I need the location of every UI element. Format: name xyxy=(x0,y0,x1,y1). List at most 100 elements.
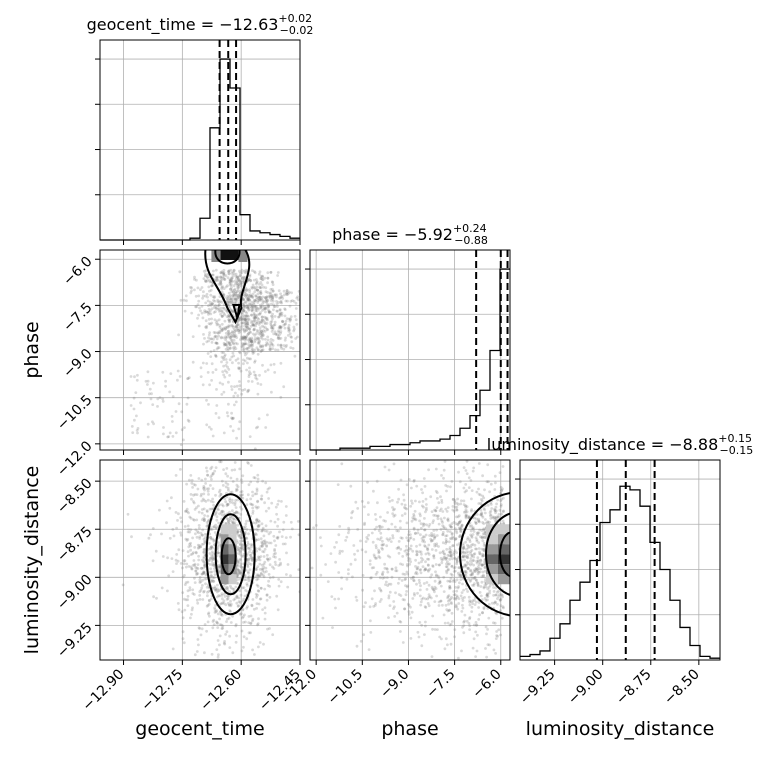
sample-point xyxy=(319,573,323,577)
sample-point xyxy=(499,597,503,601)
sample-point xyxy=(180,428,184,432)
sample-point xyxy=(186,550,190,554)
sample-point xyxy=(458,480,462,484)
sample-point xyxy=(218,566,222,569)
sample-point xyxy=(221,601,225,605)
sample-point xyxy=(231,480,235,483)
sample-point xyxy=(407,604,411,607)
sample-point xyxy=(261,544,264,548)
sample-point xyxy=(236,296,240,299)
sample-point xyxy=(224,274,228,278)
sample-point xyxy=(230,339,234,342)
sample-point xyxy=(385,544,389,548)
sample-point xyxy=(206,474,210,477)
sample-point xyxy=(458,520,462,524)
sample-point xyxy=(429,495,433,499)
sample-point xyxy=(481,611,484,615)
sample-point xyxy=(242,615,245,619)
sample-point xyxy=(243,359,247,363)
sample-point xyxy=(469,529,473,533)
sample-point xyxy=(203,294,207,298)
sample-point xyxy=(236,567,239,571)
sample-point xyxy=(252,305,256,309)
sample-point xyxy=(414,499,417,503)
sample-point xyxy=(239,547,243,550)
sample-point xyxy=(176,559,180,563)
sample-point xyxy=(421,535,425,539)
sample-point xyxy=(444,507,448,511)
sample-point xyxy=(272,552,276,556)
sample-point xyxy=(210,559,214,563)
sample-point xyxy=(260,318,264,322)
sample-point xyxy=(246,605,249,608)
sample-point xyxy=(246,564,250,567)
sample-point xyxy=(274,332,278,336)
sample-point xyxy=(258,290,262,294)
sample-point xyxy=(208,507,212,511)
sample-point xyxy=(246,322,250,326)
sample-point xyxy=(383,566,387,570)
x-axis-label-phase: phase xyxy=(381,718,438,740)
sample-point xyxy=(184,537,188,541)
sample-point xyxy=(484,598,488,602)
sample-point xyxy=(415,553,419,556)
sample-point xyxy=(419,522,423,526)
sample-point xyxy=(458,527,462,531)
sample-point xyxy=(224,472,228,476)
sample-point xyxy=(194,483,197,487)
sample-point xyxy=(264,290,268,294)
sample-point xyxy=(347,568,350,571)
sample-point xyxy=(219,283,223,286)
sample-point xyxy=(246,540,250,544)
sample-point xyxy=(415,484,419,488)
sample-point xyxy=(474,522,478,525)
sample-point xyxy=(427,596,431,599)
sample-point xyxy=(189,565,193,569)
sample-point xyxy=(494,481,497,485)
sample-point xyxy=(228,297,232,300)
sample-point xyxy=(235,325,238,329)
sample-point xyxy=(230,340,234,344)
sample-point xyxy=(208,303,212,306)
sample-point xyxy=(210,317,214,321)
sample-point xyxy=(427,569,430,573)
sample-point xyxy=(226,586,230,590)
sample-point xyxy=(160,586,164,590)
sample-point xyxy=(411,549,415,553)
sample-point xyxy=(456,522,460,526)
sample-point xyxy=(414,558,417,562)
sample-point xyxy=(207,285,211,289)
sample-point xyxy=(257,645,260,649)
y-tick-label: −10.5 xyxy=(54,392,96,434)
sample-point xyxy=(400,454,403,457)
sample-point xyxy=(267,506,271,510)
sample-point xyxy=(245,335,249,338)
sample-point xyxy=(198,537,202,540)
sample-point xyxy=(437,501,441,505)
sample-point xyxy=(423,544,426,548)
sample-point xyxy=(225,411,229,415)
sample-point xyxy=(456,571,460,575)
sample-point xyxy=(478,528,482,532)
sample-point xyxy=(249,614,253,618)
sample-point xyxy=(261,567,265,571)
x-tick-label: −12.75 xyxy=(138,666,186,714)
sample-point xyxy=(237,596,241,600)
sample-point xyxy=(196,530,199,533)
sample-point xyxy=(236,560,240,563)
sample-point xyxy=(492,586,495,589)
sample-point xyxy=(473,543,477,547)
sample-point xyxy=(228,336,232,340)
sample-point xyxy=(452,590,456,593)
sample-point xyxy=(452,566,456,570)
sample-point xyxy=(189,541,193,545)
sample-point xyxy=(253,299,257,302)
sample-point xyxy=(412,578,415,582)
sample-point xyxy=(445,565,449,569)
density-cell xyxy=(498,554,510,565)
sample-point xyxy=(188,542,192,546)
sample-point xyxy=(303,296,306,299)
sample-point xyxy=(271,325,274,328)
sample-point xyxy=(388,499,392,503)
sample-point xyxy=(278,313,282,317)
